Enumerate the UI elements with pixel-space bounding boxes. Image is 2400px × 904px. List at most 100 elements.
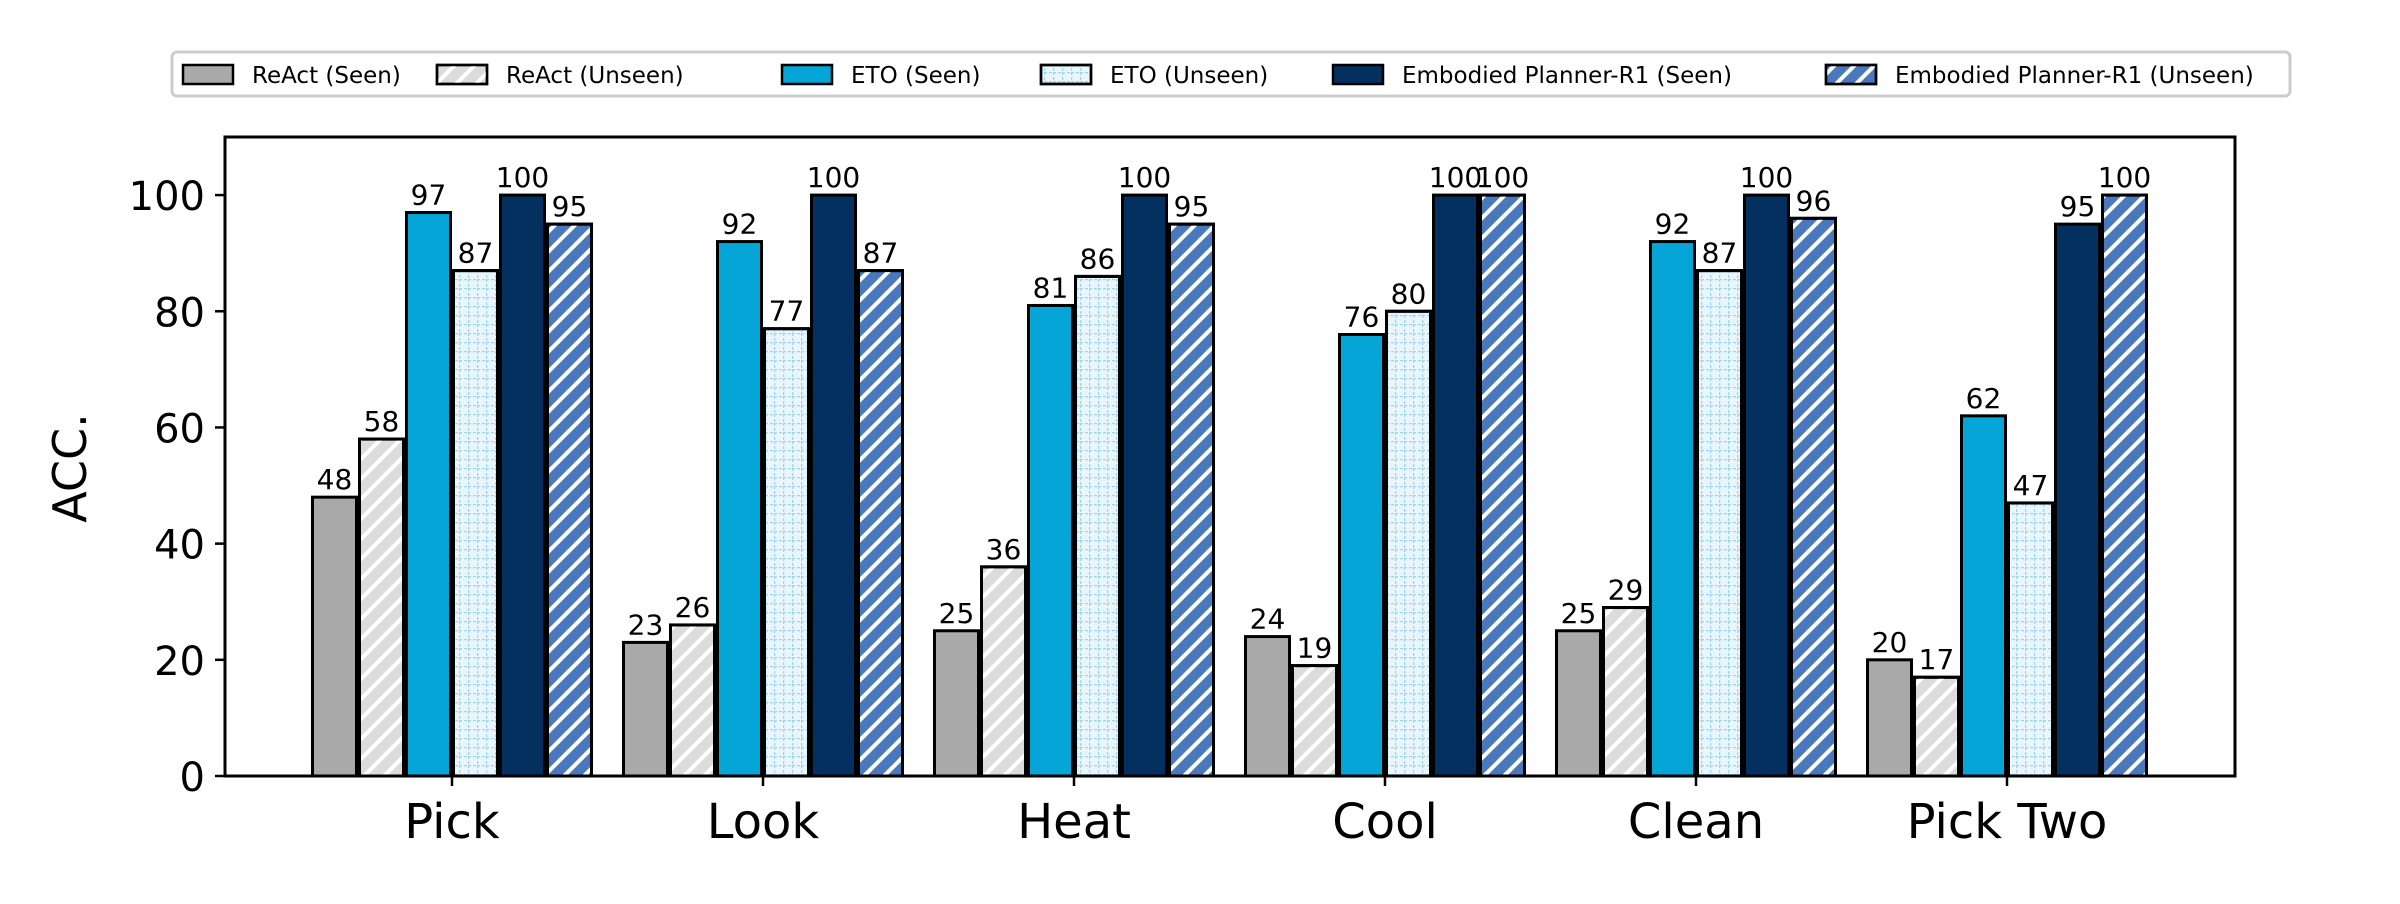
legend-label: ETO (Seen)	[851, 63, 980, 89]
y-tick-label: 100	[129, 174, 205, 220]
bar	[622, 640, 669, 778]
bars	[311, 193, 2148, 778]
bar-hatch	[1696, 269, 1743, 778]
y-axis-label: ACC.	[43, 413, 97, 523]
y-tick-label: 40	[154, 523, 205, 569]
data-label: 100	[807, 161, 860, 194]
bar-hatch	[1291, 664, 1338, 778]
x-tick-label: Pick Two	[1907, 794, 2108, 850]
x-tick-label: Clean	[1628, 794, 1764, 850]
bar-hatch	[358, 437, 405, 778]
bar	[1960, 414, 2007, 778]
bar-hatch	[2101, 193, 2148, 778]
bar-hatch	[1479, 193, 1526, 778]
data-label: 25	[939, 597, 975, 630]
data-label: 100	[496, 161, 549, 194]
data-label: 95	[1174, 190, 1210, 223]
bar	[1649, 240, 1696, 778]
bar	[1555, 629, 1602, 778]
bar	[1244, 635, 1291, 778]
y-tick-label: 80	[154, 290, 205, 336]
bar	[311, 495, 358, 778]
legend-swatch-hatch	[1039, 63, 1093, 86]
bar-hatch	[1074, 274, 1121, 778]
y-tick-label: 60	[154, 406, 205, 452]
bar-hatch	[980, 565, 1027, 778]
legend-label: Embodied Planner-R1 (Seen)	[1402, 63, 1732, 89]
data-label: 95	[2060, 190, 2096, 223]
bar-hatch	[1385, 309, 1432, 778]
bar	[1338, 333, 1385, 778]
bar-hatch	[452, 269, 499, 778]
data-label: 17	[1919, 643, 1955, 676]
bar	[716, 240, 763, 778]
data-label: 100	[1118, 161, 1171, 194]
legend-swatch-hatch	[435, 63, 489, 86]
legend: ReAct (Seen) ReAct (Unseen) ETO (Seen) ETO …	[170, 50, 2292, 98]
bar-hatch	[546, 222, 593, 778]
x-tick-label: Look	[707, 794, 820, 850]
data-label: 100	[1429, 161, 1482, 194]
data-label: 80	[1391, 277, 1427, 310]
data-label: 20	[1872, 626, 1908, 659]
legend-label: ReAct (Unseen)	[506, 63, 684, 89]
bar-hatch	[1913, 675, 1960, 778]
bar	[1432, 193, 1479, 778]
data-label: 81	[1033, 271, 1069, 304]
data-label: 24	[1250, 603, 1286, 636]
legend-swatch	[780, 63, 834, 86]
y-tick-label: 0	[180, 755, 205, 801]
data-label: 100	[2098, 161, 2151, 194]
data-label: 47	[2013, 469, 2049, 502]
data-label: 100	[1476, 161, 1529, 194]
bar	[405, 211, 452, 778]
bar-hatch	[1602, 606, 1649, 778]
data-label: 86	[1080, 242, 1116, 275]
data-label: 23	[628, 608, 664, 641]
legend-label: Embodied Planner-R1 (Unseen)	[1895, 63, 2254, 89]
legend-label: ETO (Unseen)	[1110, 63, 1268, 89]
x-tick-label: Heat	[1017, 794, 1131, 850]
data-label: 87	[863, 237, 899, 270]
data-label: 25	[1561, 597, 1597, 630]
legend-label: ReAct (Seen)	[252, 63, 401, 89]
value-labels: 4858978710095232692771008725368186100952…	[317, 161, 2152, 676]
bar	[2054, 222, 2101, 778]
bar	[1743, 193, 1790, 778]
legend-frame	[170, 50, 2292, 98]
legend-swatch-hatch	[1824, 63, 1878, 86]
data-label: 62	[1966, 382, 2002, 415]
data-label: 92	[722, 208, 758, 241]
data-label: 87	[458, 237, 494, 270]
data-label: 77	[769, 295, 805, 328]
legend-swatch	[181, 63, 235, 86]
bar-hatch	[669, 623, 716, 778]
x-tick-label: Cool	[1332, 794, 1438, 850]
data-label: 26	[675, 591, 711, 624]
bar-hatch	[2007, 501, 2054, 778]
bar	[1866, 658, 1913, 778]
data-label: 97	[411, 179, 447, 212]
bar	[1027, 303, 1074, 778]
data-label: 87	[1702, 237, 1738, 270]
data-label: 96	[1796, 184, 1832, 217]
data-label: 29	[1608, 574, 1644, 607]
axes: Pick Look Heat Cool Clean Pick Two 0 20 40 60 80 10…	[129, 135, 2237, 850]
bar	[933, 629, 980, 778]
bar	[1121, 193, 1168, 778]
bar	[810, 193, 857, 778]
data-label: 95	[552, 190, 588, 223]
legend-swatch	[1331, 63, 1385, 86]
data-label: 92	[1655, 208, 1691, 241]
plot-frame	[223, 135, 2237, 778]
data-label: 48	[317, 463, 353, 496]
y-tick-label: 20	[154, 639, 205, 685]
data-label: 58	[364, 405, 400, 438]
x-tick-label: Pick	[404, 794, 500, 850]
data-label: 19	[1297, 632, 1333, 665]
data-label: 100	[1740, 161, 1793, 194]
data-label: 36	[986, 533, 1022, 566]
data-label: 76	[1344, 301, 1380, 334]
